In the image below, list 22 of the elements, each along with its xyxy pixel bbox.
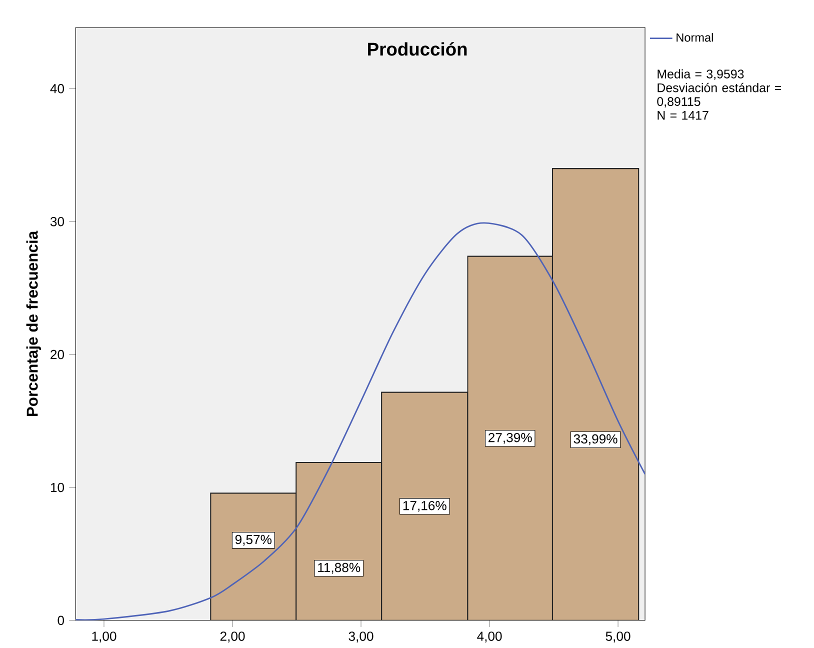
x-tick-label: 2,00	[220, 632, 245, 642]
x-tick-label: 4,00	[477, 632, 502, 642]
text: Producción	[368, 42, 467, 56]
y-tick-label: 40	[50, 84, 64, 94]
y-tick-label: 30	[50, 216, 64, 226]
data-label: 9,57%	[235, 534, 272, 546]
line-series	[76, 222, 646, 620]
data-label: 11,88%	[318, 562, 360, 574]
y-tick-label: 10	[50, 482, 64, 492]
x-tick-label: 1,00	[92, 632, 116, 642]
x-tick-label: 5,00	[606, 632, 630, 642]
text: Media = 3,9593	[658, 69, 744, 80]
y-tick-label: 20	[50, 350, 64, 360]
data-label: 17,16%	[403, 500, 446, 512]
data-label: 27,39%	[488, 432, 532, 444]
text: N = 1417	[658, 111, 708, 120]
text: Desviación estándar = 0,89115	[657, 82, 781, 108]
legend-label: Normal	[676, 33, 713, 42]
y-axis-title: Porcentaje de frecuencia	[26, 230, 41, 416]
data-label: 33,99%	[574, 434, 618, 446]
x-tick-label: 3,00	[348, 632, 374, 642]
y-tick-label: 0	[58, 616, 64, 626]
